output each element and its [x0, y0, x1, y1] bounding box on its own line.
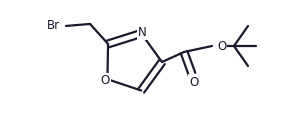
Text: Br: Br — [47, 19, 60, 32]
Text: O: O — [217, 39, 226, 53]
Text: N: N — [138, 26, 147, 39]
Text: O: O — [190, 76, 199, 88]
Text: O: O — [101, 74, 110, 87]
